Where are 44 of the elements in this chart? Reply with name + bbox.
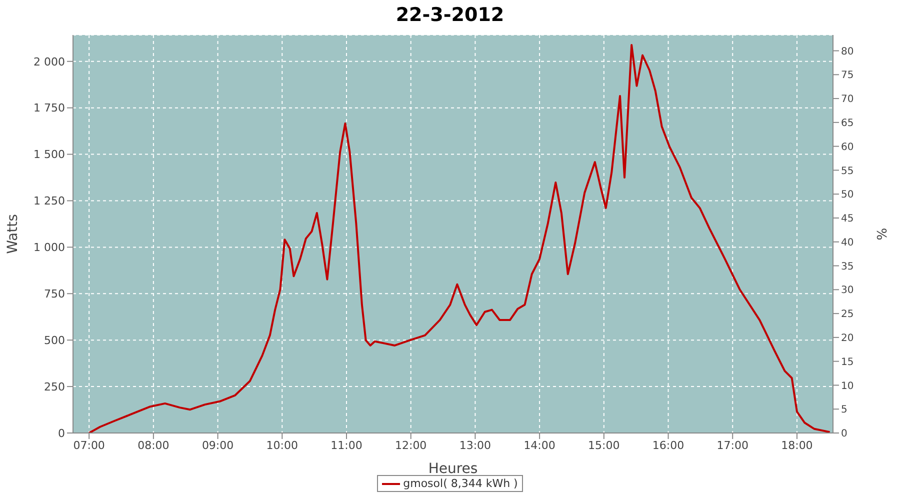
y-tick-label: 1 250 [34, 194, 65, 208]
y2-tick-label: 20 [841, 332, 854, 344]
y2-tick-label: 40 [841, 237, 854, 248]
line-series [88, 44, 831, 433]
legend-label: gmosol( 8,344 kWh ) [403, 477, 518, 490]
x-tick-label: 09:00 [202, 438, 234, 452]
x-tick-label: 16:00 [652, 438, 684, 452]
y-tick-label: 2 000 [34, 55, 65, 68]
x-tick-label: 10:00 [266, 438, 298, 452]
y-tick-label: 0 [58, 426, 65, 440]
y-tick-label: 1 500 [34, 148, 65, 162]
y-tick-label: 750 [44, 288, 65, 301]
x-tick-label: 12:00 [395, 438, 427, 452]
y2-tick-label: 65 [841, 118, 854, 129]
y2-tick-label: 35 [841, 261, 854, 272]
x-tick-label: 15:00 [588, 438, 620, 452]
x-tick-label: 18:00 [781, 438, 813, 452]
y2-tick-label: 55 [841, 166, 854, 177]
x-tick-label: 17:00 [716, 438, 748, 452]
x-tick-label: 11:00 [330, 438, 362, 452]
y2-axis-title: % [876, 228, 891, 240]
y-tick-label: 1 750 [34, 102, 65, 115]
y2-tick-label: 5 [841, 404, 848, 416]
y2-tick-label: 50 [841, 190, 854, 201]
y-tick-label: 1 000 [34, 241, 65, 254]
y2-tick-label: 60 [841, 142, 854, 153]
x-tick-label: 07:00 [73, 438, 105, 452]
y2-tick-label: 30 [841, 285, 854, 296]
y-tick-label: 500 [44, 334, 65, 347]
x-axis-title: Heures [428, 461, 478, 477]
y2-tick-label: 10 [841, 380, 854, 392]
y2-tick-label: 70 [841, 94, 854, 106]
y-tick-label: 250 [44, 380, 65, 394]
x-tick-label: 14:00 [524, 438, 556, 452]
y2-tick-label: 80 [841, 46, 854, 58]
y2-tick-label: 25 [841, 309, 854, 320]
y2-tick-label: 15 [841, 356, 854, 368]
x-tick-label: 13:00 [459, 438, 492, 452]
y2-tick-label: 45 [841, 214, 854, 225]
y2-tick-label: 75 [841, 70, 854, 82]
x-tick-label: 08:00 [138, 438, 170, 452]
chart-title: 22-3-2012 [394, 4, 506, 26]
y2-tick-label: 0 [841, 428, 848, 440]
y-axis-title: Watts [4, 214, 21, 254]
